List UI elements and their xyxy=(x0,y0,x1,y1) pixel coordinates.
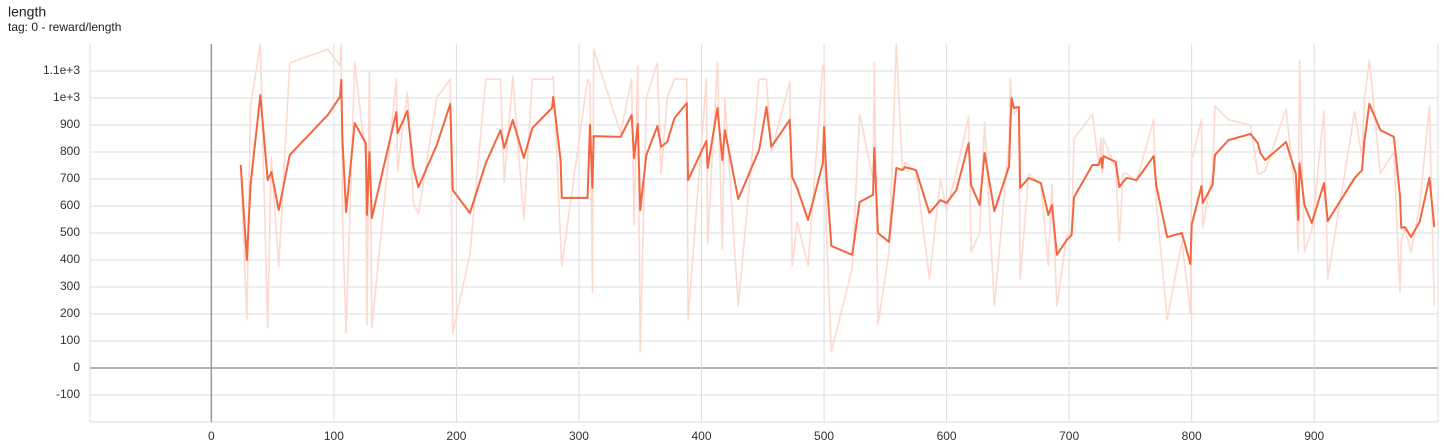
y-tick-label: 900 xyxy=(60,117,80,131)
series-line xyxy=(239,43,1436,353)
y-tick-label: 700 xyxy=(60,171,80,185)
y-tick-label: 200 xyxy=(60,306,80,320)
x-tick-label: 400 xyxy=(691,429,711,443)
y-tick-label: 800 xyxy=(60,144,80,158)
x-tick-label: 600 xyxy=(937,429,957,443)
y-tick-label: 1.1e+3 xyxy=(43,63,80,77)
x-tick-label: 800 xyxy=(1182,429,1202,443)
y-tick-label: 500 xyxy=(60,225,80,239)
chart-title: length xyxy=(8,4,46,20)
y-tick-label: 300 xyxy=(60,279,80,293)
y-tick-label: 1e+3 xyxy=(53,90,80,104)
y-tick-label: 100 xyxy=(60,333,80,347)
chart-subtitle: tag: 0 - reward/length xyxy=(8,20,121,34)
y-tick-label: 400 xyxy=(60,252,80,266)
x-tick-label: 900 xyxy=(1304,429,1324,443)
y-tick-label: -100 xyxy=(56,387,80,401)
x-tick-label: 300 xyxy=(569,429,589,443)
x-tick-label: 700 xyxy=(1059,429,1079,443)
x-tick-label: 200 xyxy=(446,429,466,443)
x-tick-label: 0 xyxy=(208,429,215,443)
series-line xyxy=(239,78,1436,266)
y-tick-label: 0 xyxy=(73,360,80,374)
x-tick-label: 100 xyxy=(324,429,344,443)
y-tick-label: 600 xyxy=(60,198,80,212)
x-tick-label: 500 xyxy=(814,429,834,443)
